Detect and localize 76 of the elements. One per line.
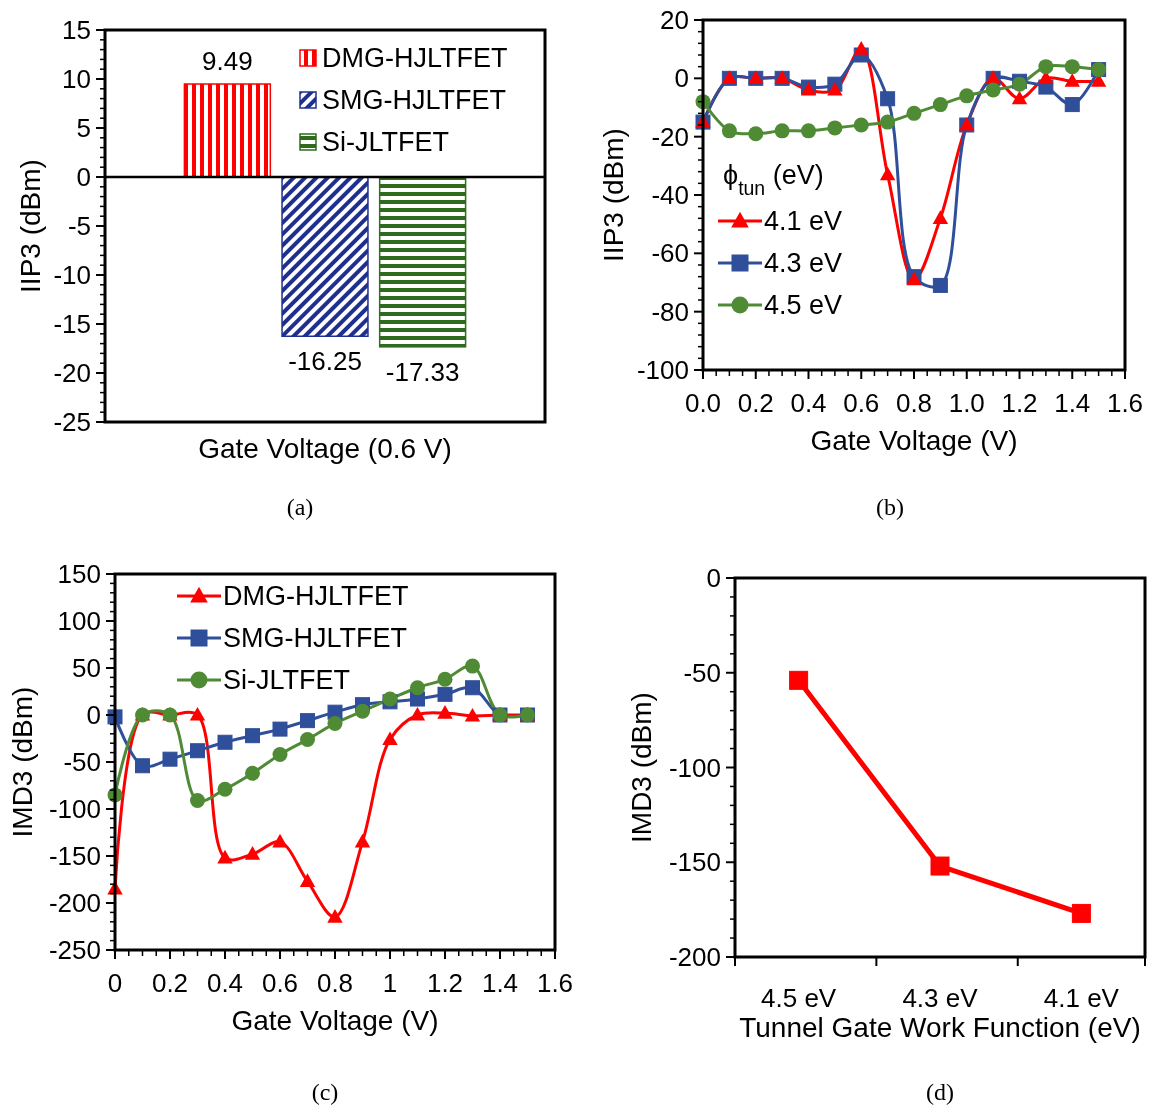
y-tick-label: 150: [57, 559, 101, 590]
y-tick-label: -5: [67, 211, 91, 242]
y-tick-label: -50: [683, 657, 721, 688]
legend-label: Si-JLTFET: [223, 665, 350, 696]
x-axis-title: Tunnel Gate Work Function (eV): [739, 1012, 1141, 1043]
x-tick-label: 1: [382, 968, 398, 998]
x-tick-label: 4.1 eV: [1043, 983, 1120, 1013]
legend-label: 4.1 eV: [764, 206, 843, 237]
legend-title: ϕ$_{tun}$ (eV): [723, 160, 824, 200]
y-tick-label: 50: [72, 653, 101, 684]
x-tick-label: 0.8: [895, 388, 933, 418]
text: (d): [926, 1079, 954, 1105]
x-tick-label: 0.4: [206, 968, 244, 998]
y-tick-label: -50: [63, 747, 101, 778]
x-tick-label: 1.0: [948, 388, 985, 418]
data-label: -17.33: [385, 356, 460, 387]
legend-label: 4.5 eV: [764, 290, 843, 321]
x-axis-title: Gate Voltage (V): [810, 425, 1018, 456]
x-tick-label: 4.3 eV: [902, 983, 979, 1013]
y-tick-label: -15: [53, 309, 91, 340]
y-tick-label: -20: [651, 121, 689, 152]
text: (c): [311, 1079, 339, 1105]
data-label: 9.49: [202, 46, 253, 76]
x-tick-label: 0.6: [843, 388, 880, 418]
y-axis-title: IMD3 (dBm): [625, 692, 657, 843]
x-tick-label: 0.8: [316, 968, 354, 998]
legend-label: DMG-HJLTFET: [322, 43, 508, 74]
legend-label: SMG-HJLTFET: [322, 85, 506, 116]
y-tick-label: -150: [668, 847, 721, 878]
data-label: -16.25: [288, 346, 362, 377]
y-tick-label: -200: [48, 888, 101, 919]
y-tick-label: 100: [57, 606, 101, 637]
y-tick-label: -100: [636, 355, 689, 386]
x-tick-label: 1.6: [536, 968, 574, 998]
x-tick-label: 1.6: [1106, 388, 1144, 418]
legend-label: 4.3 eV: [764, 248, 843, 279]
x-tick-label: 0: [107, 968, 123, 998]
x-tick-label: 0.4: [790, 388, 827, 418]
y-tick-label: -100: [668, 752, 721, 783]
x-tick-label: 1.2: [426, 968, 464, 998]
x-tick-label: 1.4: [481, 968, 519, 998]
y-tick-label: -20: [53, 358, 91, 389]
y-tick-label: 5: [76, 113, 91, 144]
y-tick-label: 10: [62, 64, 91, 95]
y-tick-label: -100: [48, 794, 101, 825]
y-tick-label: -10: [53, 260, 91, 291]
y-tick-label: 0: [674, 63, 689, 94]
y-tick-label: -80: [651, 296, 689, 327]
x-tick-label: 0.0: [684, 388, 722, 418]
text: (a): [286, 494, 314, 520]
y-axis-title: IIP3 (dBm): [14, 159, 46, 293]
y-tick-label: 15: [62, 15, 91, 46]
x-axis-title: Gate Voltage (V): [231, 1005, 439, 1036]
legend-label: Si-JLTFET: [322, 127, 449, 158]
y-tick-label: 0: [86, 700, 101, 731]
y-tick-label: 0: [76, 162, 91, 193]
x-tick-label: 0.2: [737, 388, 774, 418]
y-tick-label: -25: [53, 407, 91, 438]
y-axis-title: IMD3 (dBm): [6, 686, 38, 838]
y-tick-label: 0: [706, 563, 721, 594]
legend-label: DMG-HJLTFET: [223, 581, 409, 612]
y-tick-label: -40: [651, 180, 689, 211]
x-tick-label: 1.4: [1054, 388, 1091, 418]
x-tick-label: 0.6: [261, 968, 299, 998]
x-tick-label: 4.5 eV: [761, 983, 837, 1013]
text: (b): [876, 494, 904, 520]
y-tick-label: -60: [651, 238, 689, 269]
y-tick-label: -150: [48, 841, 101, 872]
x-axis-title: Gate Voltage (0.6 V): [198, 433, 452, 464]
y-tick-label: -250: [48, 935, 101, 966]
y-tick-label: 20: [660, 5, 689, 36]
legend-label: SMG-HJLTFET: [223, 623, 407, 654]
y-axis-title: IIP3 (dBm): [597, 128, 629, 262]
x-tick-label: 1.2: [1001, 388, 1038, 418]
y-tick-label: -200: [668, 942, 721, 973]
x-tick-label: 0.2: [151, 968, 189, 998]
